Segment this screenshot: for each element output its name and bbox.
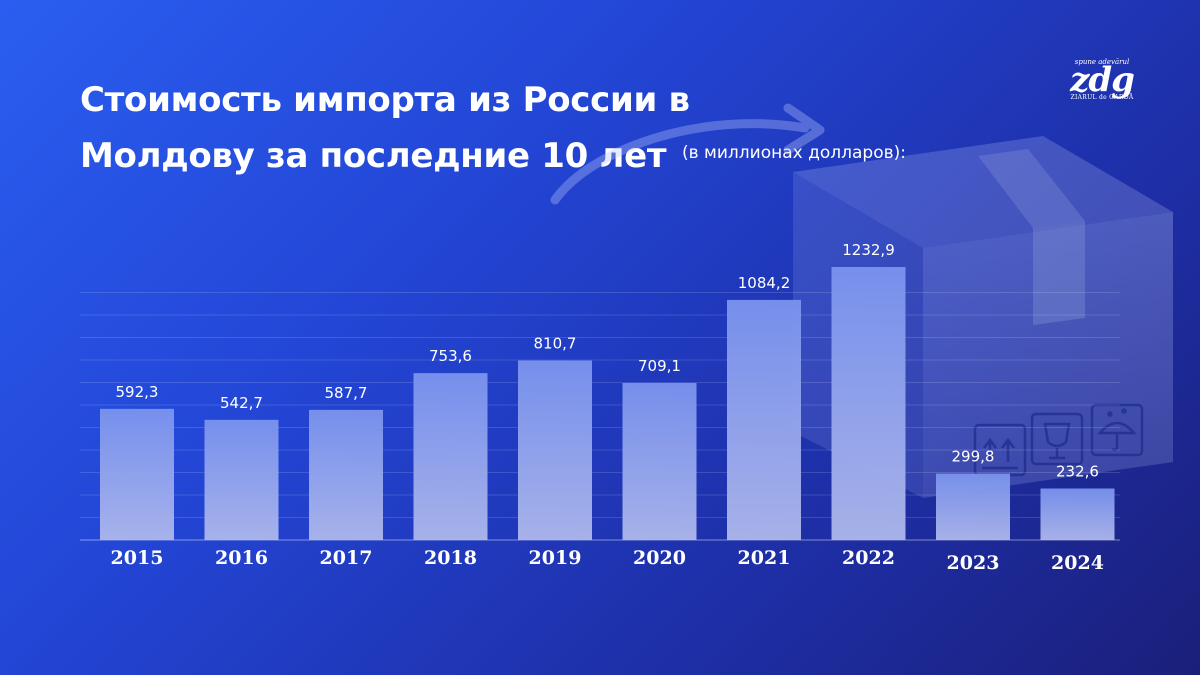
year-label-2022: 2022 <box>842 547 895 569</box>
year-label-2024: 2024 <box>1051 552 1104 574</box>
logo-subtext: ZIARUL de GARDĂ <box>1070 94 1134 101</box>
value-label-2019: 810,7 <box>534 334 577 352</box>
value-label-2016: 542,7 <box>220 394 263 412</box>
bar-2016 <box>204 419 279 540</box>
fragile-glass-icon <box>1030 412 1084 466</box>
value-label-2020: 709,1 <box>638 357 681 375</box>
box-tape <box>1033 221 1085 325</box>
year-label-2021: 2021 <box>738 547 791 569</box>
bar-2019 <box>518 360 592 540</box>
chart-subtitle: (в миллионах долларов): <box>682 143 906 163</box>
year-label-2019: 2019 <box>529 547 582 569</box>
bar-2023 <box>936 473 1010 540</box>
year-label-2015: 2015 <box>111 547 164 569</box>
year-label-2018: 2018 <box>424 547 477 569</box>
value-label-2018: 753,6 <box>429 347 472 365</box>
gridlines <box>80 292 1120 541</box>
box-tape-top <box>978 149 1085 228</box>
zdg-logo: spune adevărul zdg ZIARUL de GARDĂ <box>1063 58 1141 104</box>
bars-group: 592,3 2015 542,7 2016 587,7 2017 753,6 2018 810,… <box>100 241 1115 574</box>
bar-2020 <box>622 382 697 540</box>
bar-2021 <box>727 299 801 540</box>
value-label-2022: 1232,9 <box>842 241 895 259</box>
year-label-2023: 2023 <box>947 552 1000 574</box>
value-label-2017: 587,7 <box>325 384 368 402</box>
value-label-2024: 232,6 <box>1056 462 1099 480</box>
value-label-2015: 592,3 <box>116 383 159 401</box>
year-label-2017: 2017 <box>320 547 373 569</box>
value-label-2021: 1084,2 <box>738 274 791 292</box>
title-line-1: Стоимость импорта из России в <box>80 80 690 120</box>
bar-2015 <box>100 408 174 540</box>
value-label-2023: 299,8 <box>952 448 995 466</box>
box-top-face <box>793 136 1173 248</box>
curved-arrow-decoration <box>550 103 825 205</box>
box-side-face <box>923 212 1173 498</box>
bar-2017 <box>309 409 383 540</box>
keep-dry-umbrella-icon <box>1090 403 1144 457</box>
bar-2024 <box>1040 488 1115 540</box>
year-label-2020: 2020 <box>633 547 686 569</box>
logo-tagline: spune adevărul <box>1074 58 1130 66</box>
title-line-2: Молдову за последние 10 лет <box>80 136 667 176</box>
bar-2018 <box>413 373 488 540</box>
year-label-2016: 2016 <box>215 547 268 569</box>
logo-wordmark: zdg <box>1070 60 1135 100</box>
bar-2022 <box>831 267 906 540</box>
chart-title: Стоимость импорта из России в Молдову за… <box>80 72 690 184</box>
